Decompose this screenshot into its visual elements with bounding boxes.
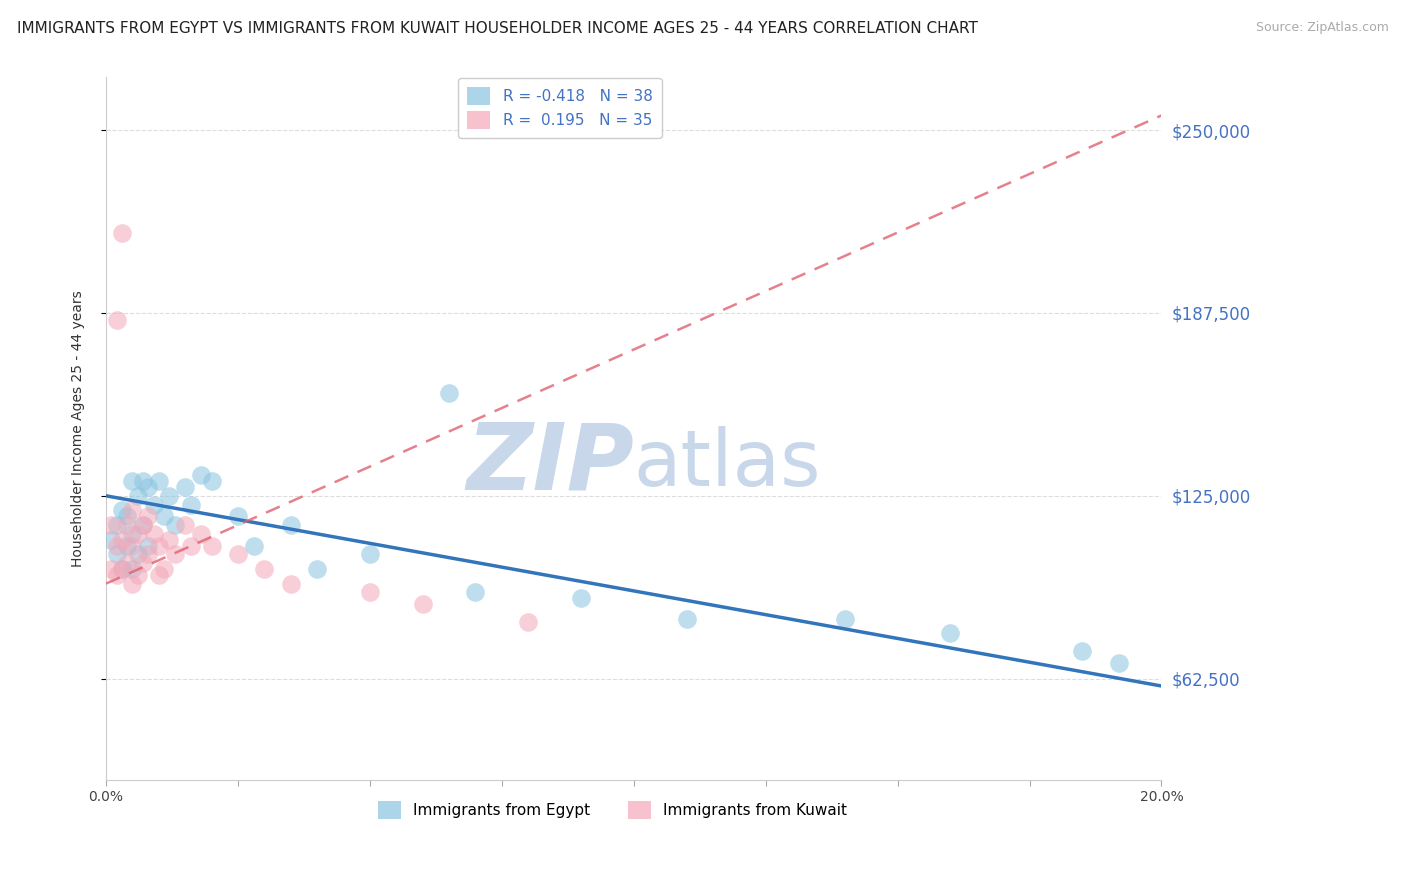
Point [127, 567, 149, 582]
Point [105, 567, 128, 582]
Point [111, 503, 134, 517]
Point [148, 567, 170, 582]
Point [136, 539, 159, 553]
Point [100, 533, 122, 547]
Point [157, 489, 180, 503]
Point [136, 509, 159, 524]
Text: ZIP: ZIP [465, 418, 634, 508]
Point [163, 547, 186, 561]
Point [148, 474, 170, 488]
Point [179, 498, 201, 512]
Point [100, 518, 122, 533]
Point [834, 612, 856, 626]
Point [201, 474, 224, 488]
Point [190, 468, 212, 483]
Point [115, 539, 138, 553]
Point [127, 526, 149, 541]
Point [111, 562, 134, 576]
Text: IMMIGRANTS FROM EGYPT VS IMMIGRANTS FROM KUWAIT HOUSEHOLDER INCOME AGES 25 - 44 : IMMIGRANTS FROM EGYPT VS IMMIGRANTS FROM… [17, 21, 977, 37]
Point [142, 526, 165, 541]
Point [359, 547, 381, 561]
Point [201, 539, 224, 553]
Legend: Immigrants from Egypt, Immigrants from Kuwait: Immigrants from Egypt, Immigrants from K… [371, 795, 853, 824]
Y-axis label: Householder Income Ages 25 - 44 years: Householder Income Ages 25 - 44 years [72, 290, 86, 567]
Point [569, 591, 592, 606]
Point [190, 526, 212, 541]
Point [132, 518, 155, 533]
Point [939, 626, 962, 640]
Point [280, 576, 302, 591]
Point [412, 597, 434, 611]
Text: Source: ZipAtlas.com: Source: ZipAtlas.com [1256, 21, 1389, 35]
Point [136, 480, 159, 494]
Point [127, 489, 149, 503]
Point [148, 539, 170, 553]
Point [111, 562, 134, 576]
Point [464, 585, 486, 599]
Point [675, 612, 697, 626]
Point [111, 226, 134, 240]
Point [174, 518, 197, 533]
Point [105, 539, 128, 553]
Point [142, 498, 165, 512]
Point [157, 533, 180, 547]
Point [121, 562, 143, 576]
Point [136, 547, 159, 561]
Point [111, 533, 134, 547]
Point [307, 562, 329, 576]
Point [132, 474, 155, 488]
Point [127, 547, 149, 561]
Point [121, 539, 143, 553]
Point [243, 539, 266, 553]
Point [517, 615, 540, 629]
Point [253, 562, 276, 576]
Point [1108, 656, 1130, 670]
Point [226, 509, 249, 524]
Point [280, 518, 302, 533]
Point [115, 556, 138, 570]
Point [121, 576, 143, 591]
Text: atlas: atlas [634, 425, 821, 501]
Point [105, 547, 128, 561]
Point [226, 547, 249, 561]
Point [174, 480, 197, 494]
Point [115, 509, 138, 524]
Point [115, 518, 138, 533]
Point [121, 526, 143, 541]
Point [105, 313, 128, 327]
Point [132, 518, 155, 533]
Point [153, 509, 176, 524]
Point [179, 539, 201, 553]
Point [132, 556, 155, 570]
Point [437, 386, 460, 401]
Point [121, 474, 143, 488]
Point [163, 518, 186, 533]
Point [1071, 644, 1094, 658]
Point [359, 585, 381, 599]
Point [153, 562, 176, 576]
Point [105, 518, 128, 533]
Point [121, 503, 143, 517]
Point [100, 562, 122, 576]
